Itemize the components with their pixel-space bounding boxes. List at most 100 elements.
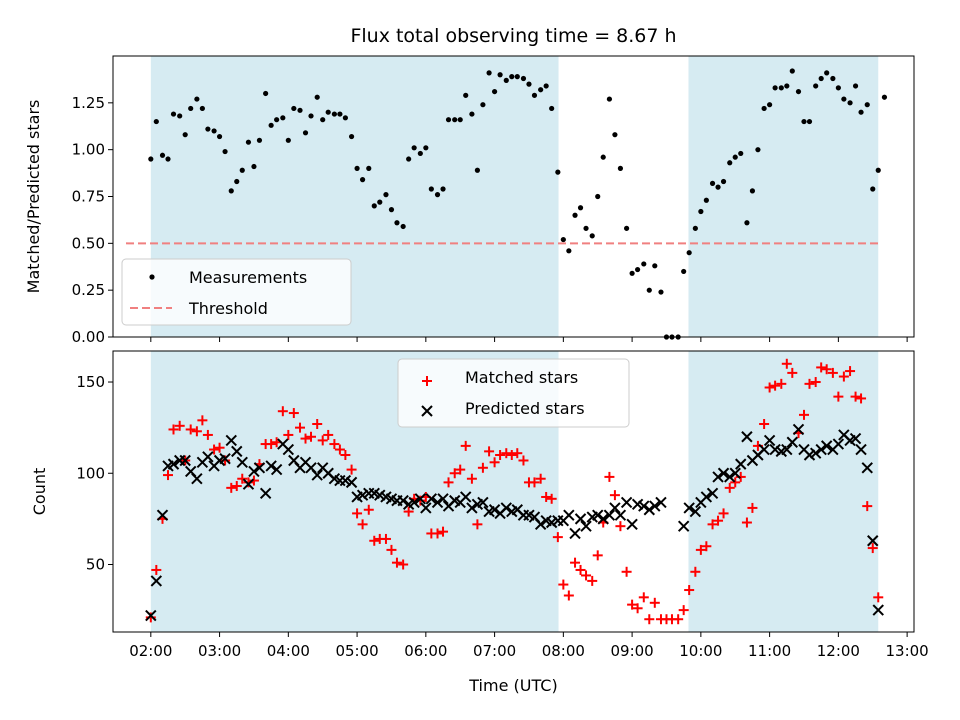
predicted-stars-point [397,494,409,507]
matched-stars-point [735,471,746,482]
predicted-stars-point [150,575,163,587]
measurements-point [491,88,498,95]
predicted-stars-point [597,513,609,525]
matched-stars-point [317,435,328,446]
measurements-point [325,109,331,115]
matched-stars-point [202,429,213,440]
matched-stars-legend-glyph [422,376,432,386]
count-y-tick-label: 100 [76,464,105,482]
x-tick-label: 03:00 [198,642,241,660]
predicted-stars-point [500,502,512,514]
measurements-point [434,192,441,198]
matched-stars-point [398,559,409,570]
matched-stars-point [168,424,179,435]
matched-stars-point [741,517,752,528]
predicted-stars-point [270,463,283,476]
matched-stars-point [501,448,512,459]
matched-stars-point [472,519,483,530]
measurements-point [560,236,566,243]
measurements-point [703,197,709,203]
ratio-y-tick-label: 0.00 [72,328,105,346]
matched-stars-point [747,502,758,513]
matched-stars-point [575,564,586,575]
predicted-stars-point [282,443,295,456]
matched-stars-point [220,455,231,466]
matched-stars-point [191,426,202,437]
predicted-stars-point [786,436,799,448]
matched-stars-point [867,543,878,554]
measurements-point [406,156,412,162]
measurements-point [348,133,355,140]
matched-stars-point [632,603,643,614]
matched-stars-point [787,367,798,378]
matched-stars-point [609,490,620,501]
matched-stars-point [151,564,162,575]
measurements-point [199,105,205,112]
measurements-point [440,186,446,192]
measurements-point [744,220,750,226]
predicted-stars-point [867,535,879,547]
measurements-point [359,177,366,183]
measurements-point [538,87,544,93]
matched-stars-point [237,473,248,484]
predicted-stars-point [219,452,231,465]
x-tick-label: 06:00 [404,642,447,660]
measurements-point [371,203,377,209]
predicted-stars-point [259,487,272,500]
measurements-point [503,77,509,83]
measurements-point [268,122,274,128]
ratio-panel: 0.00 0.25 0.50 0.75 1.00 1.25 Flux total obse… [24,25,915,346]
predicted-stars-point [563,509,575,521]
matched-stars-point [306,431,317,442]
measurements-point [617,165,624,171]
measurements-point [153,118,159,125]
matched-stars-point [477,462,488,473]
ratio-y-tick-label: 0.50 [72,234,105,252]
ratio-legend: Measurements Threshold [121,258,352,326]
x-tick-label: 11:00 [748,642,791,660]
matched-stars-point [197,415,208,426]
measurements-point [789,68,795,74]
matched-stars-point [644,614,655,625]
measurements-point [526,81,532,87]
measurements-point [463,92,469,98]
matched-stars-point [678,605,689,616]
matched-stars-point [438,526,449,537]
x-tick-label: 08:00 [542,642,585,660]
matched-stars-point [495,450,506,461]
matched-stars-point [713,515,724,526]
matched-stars-point [638,592,649,603]
matched-stars-point [845,366,856,377]
measurements-point [646,287,652,293]
measurements-point [297,107,303,113]
measurements-point [388,207,395,213]
predicted-stars-point [781,443,793,456]
matched-stars-point [352,508,363,519]
measurements-point [858,109,864,115]
predicted-stars-point [626,518,638,531]
count-shaded-range-2 [688,351,879,632]
measurements-point [400,223,406,230]
measurements-point [566,248,572,254]
matched-stars-point [357,519,368,530]
matched-stars-point [283,429,294,440]
measurements-point [291,105,297,112]
count-y-axis-label: Count [30,468,49,516]
matched-stars-point [615,521,626,532]
predicted-stars-point [253,462,266,474]
measurements-point [818,75,824,82]
predicted-stars-point [603,509,616,521]
predicted-stars-point [425,493,438,505]
matched-stars-point [277,406,288,417]
measurements-point [709,180,716,186]
ratio-legend-box [121,258,352,326]
matched-stars-point [690,566,701,577]
predicted-stars-point [574,513,587,525]
matched-stars-point [380,533,391,544]
measurements-point [841,96,847,102]
matched-stars-point [724,482,735,493]
predicted-stars-point [861,462,873,474]
measurements-point [720,178,727,185]
matched-stars-point [518,455,529,466]
predicted-stars-point [763,434,776,447]
